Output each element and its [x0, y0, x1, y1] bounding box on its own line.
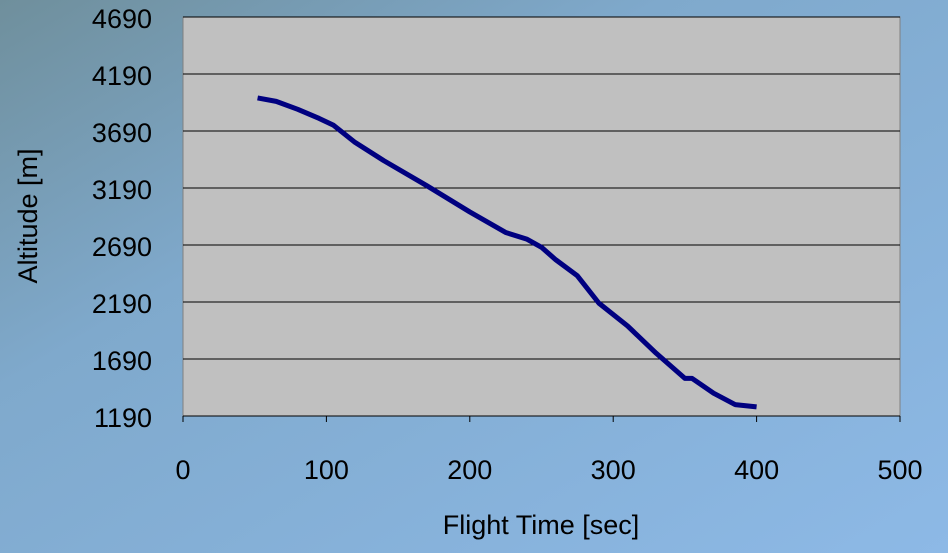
- x-tick-label: 500: [877, 455, 922, 485]
- y-axis-title: Altitude [m]: [13, 148, 43, 283]
- y-tick-label: 1690: [92, 346, 152, 376]
- x-tick-label: 300: [591, 455, 636, 485]
- x-tick-label: 200: [447, 455, 492, 485]
- chart: Flight Time [sec] Altitude [m] 1190 1690 2…: [0, 0, 948, 553]
- plot-area: [183, 17, 900, 416]
- y-tick-label: 2190: [92, 289, 152, 319]
- x-axis-title: Flight Time [sec]: [443, 510, 640, 540]
- x-tick-label: 0: [175, 455, 190, 485]
- y-tick-label: 2690: [92, 232, 152, 262]
- x-tick-label: 400: [734, 455, 779, 485]
- y-tick-label: 4690: [92, 4, 152, 34]
- x-tick-label: 100: [304, 455, 349, 485]
- y-tick-label: 3690: [92, 118, 152, 148]
- y-tick-label: 3190: [92, 175, 152, 205]
- y-tick-label: 1190: [94, 403, 152, 433]
- y-tick-label: 4190: [92, 61, 152, 91]
